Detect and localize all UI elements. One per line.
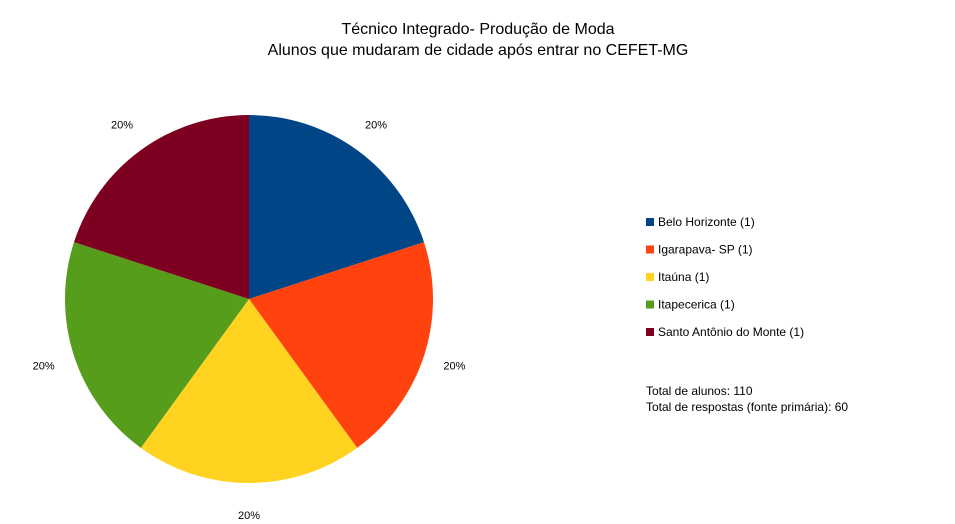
pie-slice xyxy=(249,242,433,448)
slice-percent-label: 20% xyxy=(33,361,55,373)
legend-swatch xyxy=(646,273,654,281)
legend-label: Igarapava- SP (1) xyxy=(658,243,753,257)
legend-swatch xyxy=(646,300,654,309)
legend-swatch xyxy=(646,218,654,226)
chart-title: Técnico Integrado- Produção de Moda xyxy=(341,21,614,38)
pie-slice xyxy=(74,115,249,299)
slice-percent-label: 20% xyxy=(365,119,387,131)
pie-slices xyxy=(65,115,433,483)
total-responses-note: Total de respostas (fonte primária): 60 xyxy=(646,400,848,414)
legend-label: Itaúna (1) xyxy=(658,270,709,284)
legend-label: Santo Antônio do Monte (1) xyxy=(658,325,804,339)
chart-subtitle: Alunos que mudaram de cidade após entrar… xyxy=(268,42,689,59)
slice-percent-label: 20% xyxy=(443,361,465,373)
legend-swatch xyxy=(646,328,654,336)
slice-percent-label: 20% xyxy=(111,119,133,131)
legend-swatch xyxy=(646,245,654,254)
slice-percent-label: 20% xyxy=(238,510,260,522)
pie-slice xyxy=(140,299,358,483)
total-students-note: Total de alunos: 110 xyxy=(646,384,753,398)
legend: Belo Horizonte (1) Igarapava- SP (1) Itaún… xyxy=(646,215,804,339)
percent-labels: 20% 20% 20% 20% 20% xyxy=(33,119,466,522)
legend-label: Itapecerica (1) xyxy=(658,298,735,312)
pie-slice xyxy=(249,115,424,299)
pie-slice xyxy=(65,242,249,448)
legend-label: Belo Horizonte (1) xyxy=(658,215,755,229)
